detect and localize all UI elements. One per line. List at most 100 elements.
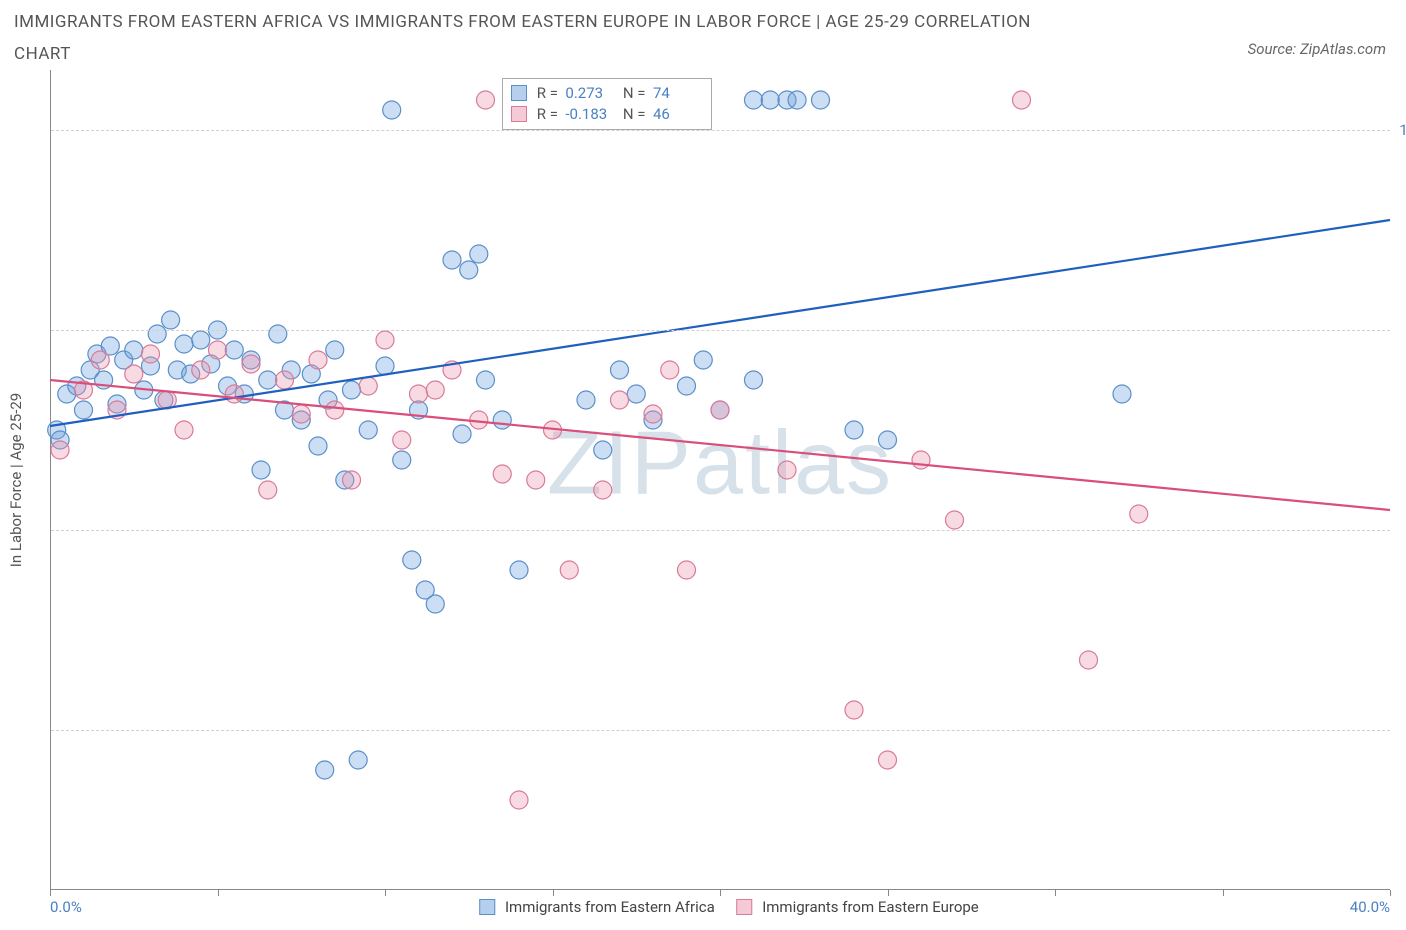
data-point-europe (309, 351, 327, 369)
data-point-africa (694, 351, 712, 369)
data-point-africa (252, 461, 270, 479)
data-point-europe (91, 351, 109, 369)
data-point-africa (175, 335, 193, 353)
legend-label-africa: Immigrants from Eastern Africa (505, 898, 715, 916)
data-point-europe (125, 365, 143, 383)
gridline-h (51, 330, 1390, 331)
legend-swatch-africa (479, 899, 495, 915)
data-point-europe (644, 405, 662, 423)
x-tick-mark (50, 890, 51, 896)
data-point-europe (209, 341, 227, 359)
data-point-africa (343, 381, 361, 399)
data-point-africa (192, 331, 210, 349)
y-tick-label: 90.0% (1394, 321, 1406, 339)
data-point-africa (393, 451, 411, 469)
data-point-africa (75, 401, 93, 419)
data-point-europe (175, 421, 193, 439)
data-point-africa (510, 561, 528, 579)
data-point-europe (493, 465, 511, 483)
data-point-europe (1080, 651, 1098, 669)
source-attribution: Source: ZipAtlas.com (1248, 40, 1386, 58)
data-point-europe (560, 561, 578, 579)
data-point-europe (242, 355, 260, 373)
r-europe: -0.183 (565, 104, 615, 125)
x-tick-label: 40.0% (1350, 898, 1390, 916)
legend-swatch-europe (736, 899, 752, 915)
data-point-europe (1130, 505, 1148, 523)
n-africa: 74 (653, 83, 703, 104)
data-point-europe (393, 431, 411, 449)
y-axis-label: In Labor Force | Age 25-29 (7, 393, 25, 567)
data-point-europe (912, 451, 930, 469)
data-point-africa (403, 551, 421, 569)
x-tick-mark (720, 890, 721, 896)
data-point-europe (326, 401, 344, 419)
trend-line-africa (50, 220, 1390, 426)
y-tick-label: 100.0% (1394, 121, 1406, 139)
x-tick-mark (385, 890, 386, 896)
x-tick-mark (218, 890, 219, 896)
data-point-europe (845, 701, 863, 719)
data-point-africa (611, 361, 629, 379)
data-point-africa (225, 341, 243, 359)
data-point-europe (477, 91, 495, 109)
data-point-africa (879, 431, 897, 449)
data-point-europe (192, 361, 210, 379)
data-point-europe (711, 401, 729, 419)
x-tick-mark (888, 890, 889, 896)
data-point-europe (276, 371, 294, 389)
data-point-africa (443, 251, 461, 269)
data-point-europe (879, 751, 897, 769)
data-point-africa (269, 325, 287, 343)
data-point-africa (162, 311, 180, 329)
data-point-europe (410, 385, 428, 403)
gridline-h (51, 130, 1390, 131)
data-point-africa (316, 761, 334, 779)
data-point-africa (148, 325, 166, 343)
data-point-africa (745, 91, 763, 109)
data-point-europe (778, 461, 796, 479)
swatch-africa (511, 85, 527, 101)
n-europe: 46 (653, 104, 703, 125)
bottom-legend: Immigrants from Eastern Africa Immigrant… (461, 898, 979, 916)
data-point-africa (470, 245, 488, 263)
data-point-europe (510, 791, 528, 809)
data-point-europe (292, 405, 310, 423)
data-point-africa (1113, 385, 1131, 403)
data-point-africa (493, 411, 511, 429)
data-point-africa (594, 441, 612, 459)
data-point-europe (426, 381, 444, 399)
data-point-africa (745, 371, 763, 389)
x-tick-mark (1055, 890, 1056, 896)
stats-row-europe: R = -0.183 N = 46 (511, 104, 703, 125)
chart-title-line2: CHART (14, 44, 71, 64)
data-point-africa (125, 341, 143, 359)
data-point-africa (376, 357, 394, 375)
data-point-europe (1013, 91, 1031, 109)
data-point-europe (611, 391, 629, 409)
data-point-africa (309, 437, 327, 455)
data-point-europe (661, 361, 679, 379)
x-tick-mark (1223, 890, 1224, 896)
x-tick-mark (553, 890, 554, 896)
data-point-africa (349, 751, 367, 769)
data-point-europe (678, 561, 696, 579)
x-tick-mark (1390, 890, 1391, 896)
swatch-europe (511, 106, 527, 122)
data-point-africa (426, 595, 444, 613)
data-point-africa (460, 261, 478, 279)
data-point-europe (259, 481, 277, 499)
data-point-europe (946, 511, 964, 529)
data-point-africa (383, 101, 401, 119)
chart-svg (50, 70, 1390, 890)
gridline-h (51, 530, 1390, 531)
data-point-africa (788, 91, 806, 109)
data-point-africa (678, 377, 696, 395)
data-point-europe (359, 377, 377, 395)
data-point-africa (477, 371, 495, 389)
y-tick-label: 70.0% (1394, 721, 1406, 739)
data-point-africa (812, 91, 830, 109)
data-point-europe (527, 471, 545, 489)
y-tick-label: 80.0% (1394, 521, 1406, 539)
gridline-h (51, 730, 1390, 731)
